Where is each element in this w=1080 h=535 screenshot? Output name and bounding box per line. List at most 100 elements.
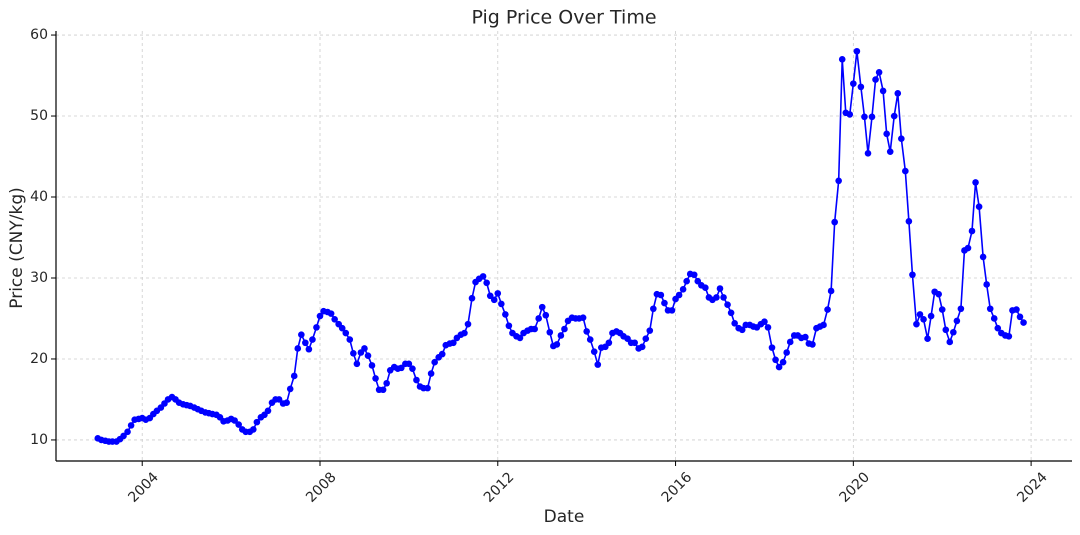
data-point (413, 376, 420, 384)
data-point (605, 339, 613, 347)
data-point (342, 329, 350, 337)
data-point (942, 326, 950, 334)
data-point (772, 356, 779, 364)
data-point (824, 306, 831, 313)
x-tick-label: 2016 (659, 469, 696, 506)
data-point (886, 148, 894, 155)
data-point (802, 333, 809, 341)
data-point (994, 324, 1002, 332)
data-point (368, 362, 376, 369)
x-tick-label: 2020 (836, 469, 873, 506)
data-point (838, 56, 846, 63)
data-point (586, 336, 594, 343)
data-point (305, 345, 313, 353)
data-point (846, 111, 854, 118)
data-point (957, 305, 965, 313)
data-point (590, 348, 598, 355)
data-point (827, 287, 835, 295)
data-point (990, 315, 998, 322)
data-point (853, 47, 861, 55)
y-tick-label: 40 (30, 189, 48, 205)
data-point (253, 418, 261, 426)
data-point (913, 320, 920, 328)
data-point (479, 273, 487, 280)
data-point (731, 320, 738, 327)
data-point (294, 345, 302, 352)
data-point (498, 300, 505, 308)
data-point (1005, 332, 1013, 340)
data-point (979, 253, 987, 261)
data-point (713, 294, 720, 301)
data-point (779, 358, 787, 366)
data-point (361, 345, 368, 352)
data-point (327, 310, 335, 317)
data-point (920, 315, 927, 323)
data-point (405, 360, 413, 368)
data-point (398, 364, 405, 372)
data-point (646, 327, 654, 334)
data-point (738, 326, 746, 334)
data-point (761, 318, 768, 326)
data-point (486, 292, 494, 300)
data-point (657, 291, 665, 299)
data-point (775, 363, 783, 371)
data-point (975, 203, 983, 211)
y-tick-label: 10 (30, 432, 48, 448)
data-point (1016, 313, 1024, 321)
data-point (702, 284, 709, 292)
data-point (986, 305, 994, 313)
data-point (972, 179, 979, 186)
data-point (438, 350, 446, 358)
x-tick-label: 2004 (125, 469, 162, 506)
data-point (124, 428, 131, 436)
data-point (783, 349, 790, 356)
data-point (883, 130, 890, 138)
data-point (302, 339, 309, 347)
data-point (538, 303, 546, 311)
x-axis-label: Date (544, 507, 585, 527)
data-point (768, 344, 776, 351)
data-point (350, 349, 357, 357)
data-point (516, 334, 524, 342)
data-point (483, 279, 490, 287)
chart-title: Pig Price Over Time (471, 7, 656, 29)
data-point (379, 386, 387, 394)
data-point (809, 341, 816, 348)
data-point (868, 113, 876, 121)
data-point (502, 311, 509, 318)
data-point (831, 218, 838, 226)
x-tick-label: 2024 (1014, 469, 1051, 506)
data-point (594, 361, 602, 368)
y-tick-label: 30 (30, 270, 48, 286)
data-point (631, 339, 638, 347)
data-point (638, 343, 646, 351)
x-tick-label: 2008 (303, 469, 340, 506)
data-point (683, 277, 690, 285)
data-point (875, 68, 883, 76)
data-point (935, 290, 942, 298)
data-point (916, 311, 924, 318)
data-point (231, 417, 238, 424)
data-point (431, 358, 438, 366)
data-point (553, 341, 561, 348)
data-point (579, 314, 587, 321)
data-point (964, 244, 972, 252)
data-point (764, 324, 772, 331)
y-tick-label: 20 (30, 351, 48, 367)
data-point (1013, 306, 1020, 313)
data-point (461, 329, 468, 337)
data-point (727, 309, 735, 317)
data-point (450, 339, 457, 347)
data-point (505, 322, 513, 330)
data-point (583, 328, 590, 335)
data-point (820, 321, 827, 329)
data-point (650, 305, 657, 313)
data-point (857, 83, 865, 91)
data-point (264, 407, 272, 415)
data-point (494, 290, 502, 297)
x-tick-label: 2012 (481, 469, 518, 506)
data-point (716, 285, 724, 292)
data-point (120, 432, 127, 440)
data-point (872, 76, 879, 83)
